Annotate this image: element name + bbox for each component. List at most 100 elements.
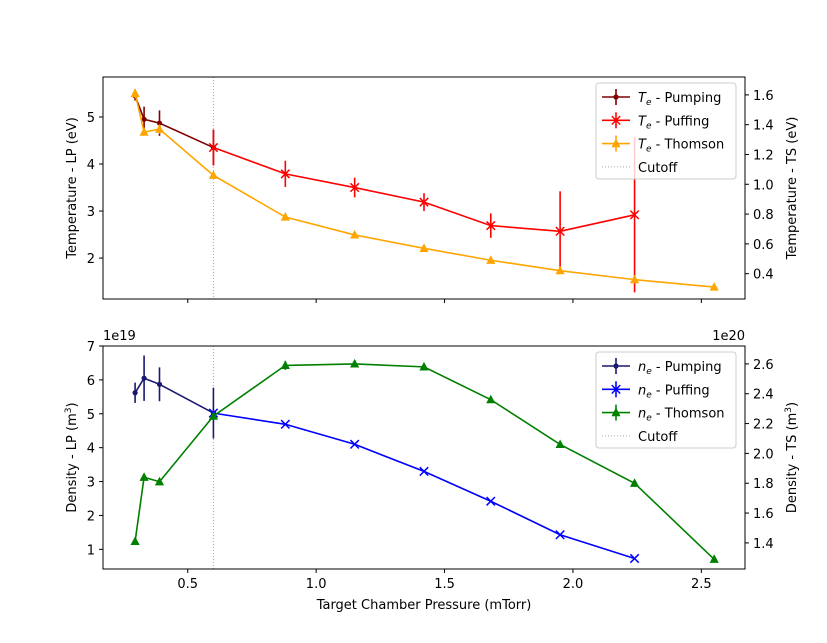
legend-label-symbol: n [638, 360, 646, 375]
y-tick-label-left: 5 [87, 111, 95, 126]
series-ne-pumping [132, 355, 217, 439]
data-point [280, 169, 291, 179]
data-point [141, 375, 147, 381]
data-point [280, 212, 290, 221]
y-tick-label-right: 1.2 [753, 148, 774, 163]
data-point [629, 274, 640, 284]
data-point [350, 229, 360, 239]
legend-label-symbol: T [638, 138, 647, 153]
data-point [486, 496, 496, 506]
legend-item: Cutoff [602, 161, 678, 176]
legend-label: ne - Thomson [638, 407, 725, 424]
legend-item: ne - Thomson [602, 404, 725, 424]
y-tick-label-left: 5 [87, 408, 95, 423]
data-point [629, 553, 640, 564]
y-tick-label-left: 2 [87, 252, 95, 267]
data-point [419, 197, 429, 207]
y-tick-label-left: 4 [87, 442, 95, 457]
legend-label-sub: e [646, 414, 652, 424]
y-tick-label-right: 1.4 [753, 119, 774, 134]
y-tick-label-right: 2.0 [753, 447, 774, 462]
legend-item: Te - Thomson [602, 135, 724, 155]
data-point [139, 127, 149, 136]
data-point [154, 124, 165, 133]
series-ne-puffing [208, 408, 640, 564]
y-tick-label-right: 2.4 [753, 388, 774, 403]
legend-label: Te - Pumping [638, 91, 721, 108]
legend-marker [611, 384, 621, 395]
legend-item: Cutoff [602, 430, 678, 445]
data-point [208, 142, 219, 153]
legend-label-sub: e [646, 98, 652, 108]
data-point [156, 120, 163, 126]
legend-label-text: - Thomson [652, 138, 725, 153]
y-axis-label-left: Temperature - LP (eV) [65, 117, 80, 260]
y-tick-label-right: 1.4 [753, 537, 774, 552]
y-tick-label-left: 6 [87, 374, 95, 389]
data-point [141, 116, 147, 122]
data-point [349, 182, 360, 193]
legend-label-sub: e [646, 390, 652, 400]
legend-label-sub: e [646, 145, 652, 155]
axes-frame [102, 345, 746, 570]
legend-box [595, 351, 737, 449]
offset-label-right: 1e20 [712, 329, 745, 344]
y-axis-label-right: Temperature - TS (eV) [785, 117, 800, 261]
legend-label-text: - Pumping [652, 360, 722, 375]
legend-label-symbol: T [638, 91, 647, 106]
legend-label: Te - Thomson [638, 138, 724, 155]
legend-label-symbol: n [638, 407, 646, 422]
density-panel: 0.5 1.0 1.5 2.0 2.5 1 2 3 4 5 6 7 1.4 1.6 1.8 2.0 2.2 2.4… [64, 329, 800, 613]
data-point [349, 439, 360, 450]
legend-label-symbol: n [638, 383, 646, 398]
legend-label: Cutoff [638, 161, 678, 176]
data-point [419, 243, 429, 252]
y-axis-label-left-sup: 3 [64, 408, 74, 414]
legend-marker [613, 363, 619, 369]
series-te-puffing [208, 129, 640, 293]
temperature-panel: 2 3 4 5 0.4 0.6 0.8 1.0 1.2 1.4 1.6 Temperature - L… [65, 76, 800, 303]
data-point [419, 361, 429, 371]
y-tick-label-right: 1.8 [753, 477, 774, 492]
data-point [555, 226, 565, 237]
y-tick-label-right: 0.6 [753, 238, 774, 253]
legend-label: Cutoff [638, 430, 678, 445]
y-axis-label-right-text: Density - TS (m [785, 413, 800, 513]
legend-label-sub: e [646, 121, 652, 131]
legend-marker [611, 138, 621, 148]
legend-label-text: - Puffing [652, 383, 710, 398]
series-ne-thomson [130, 358, 719, 563]
legend-marker [613, 94, 619, 100]
y-tick-label-right: 2.6 [753, 358, 774, 373]
legend-label: ne - Puffing [638, 383, 710, 400]
data-point [156, 381, 163, 387]
data-point [208, 170, 219, 179]
y-axis-label-right-sup: 3 [784, 407, 794, 413]
legend-item: ne - Pumping [602, 358, 722, 377]
data-point [130, 536, 140, 546]
y-tick-label-right: 1.0 [753, 178, 774, 193]
legend-item: Te - Puffing [602, 112, 709, 131]
y-tick-label-left: 2 [87, 509, 95, 524]
y-axis-label-left: Density - LP (m3) [64, 402, 80, 512]
data-point [709, 282, 719, 291]
data-point [280, 419, 291, 430]
offset-label-left: 1e19 [103, 329, 136, 344]
data-point [139, 472, 149, 481]
series-line [134, 95, 214, 149]
y-tick-label-left: 4 [87, 158, 95, 173]
legend-label: Te - Puffing [638, 114, 709, 131]
x-tick-label: 0.5 [177, 577, 198, 592]
data-point [555, 530, 565, 540]
y-tick-label-right: 0.4 [753, 268, 774, 283]
x-axis-label: Target Chamber Pressure (mTorr) [316, 598, 532, 613]
data-point [130, 88, 140, 97]
y-tick-label-right: 1.6 [753, 507, 774, 522]
y-axis-label-left-text: Density - LP (m [65, 413, 80, 512]
data-point [154, 476, 165, 486]
legend-box [595, 82, 737, 180]
legend: Te - Pumping Te - Puffing Te - Thomson Cuto… [595, 82, 737, 180]
data-point [350, 358, 360, 368]
